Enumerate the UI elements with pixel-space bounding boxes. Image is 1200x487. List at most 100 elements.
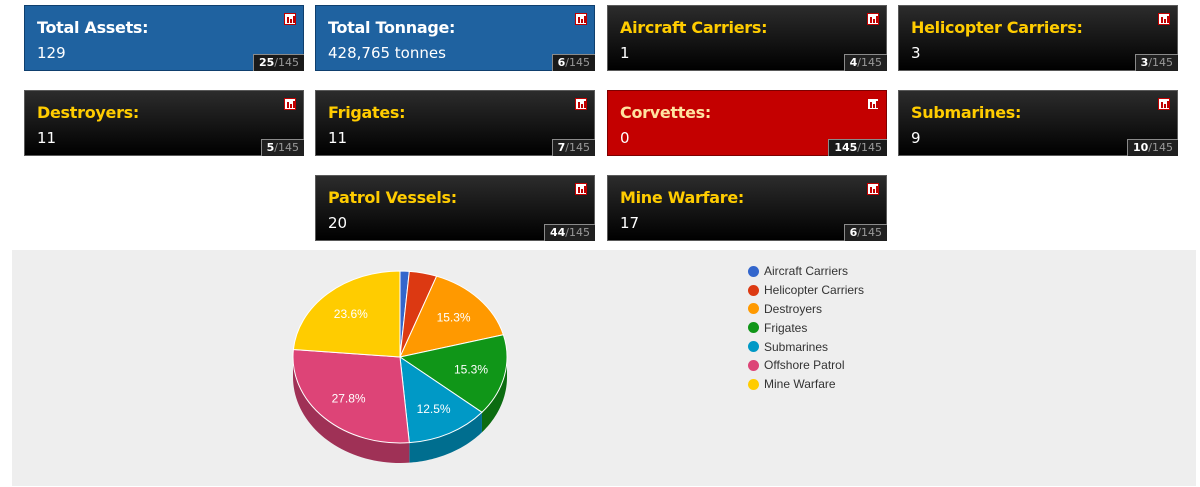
- legend-label: Offshore Patrol: [764, 358, 845, 373]
- stat-card-title: Destroyers:: [37, 103, 139, 122]
- rank-value: 44: [549, 226, 566, 239]
- stat-card-value: 9: [911, 129, 921, 147]
- pie-side-frigates: [481, 357, 507, 433]
- stat-card-title: Frigates:: [328, 103, 406, 122]
- rank-total: /145: [565, 226, 590, 239]
- stat-card-value: 17: [620, 214, 640, 232]
- legend-item-submarines[interactable]: Submarines: [748, 337, 864, 356]
- stat-card-submarines: Submarines: 9 10/145: [898, 90, 1178, 156]
- rank-total: /145: [857, 56, 882, 69]
- stat-card-destroyers: Destroyers: 11 5/145: [24, 90, 304, 156]
- stat-card-title: Aircraft Carriers:: [620, 18, 768, 37]
- stat-card-value: 0: [620, 129, 630, 147]
- stat-card-title: Total Assets:: [37, 18, 149, 37]
- stat-card-value: 428,765 tonnes: [328, 44, 446, 62]
- rank-total: /145: [1148, 141, 1173, 154]
- pie-data-label: 15.3%: [437, 311, 471, 325]
- pie-slice-offshore-patrol[interactable]: [292, 348, 410, 444]
- pie-side-offshore-patrol: [293, 357, 410, 463]
- bar-chart-icon[interactable]: [1158, 13, 1170, 25]
- stat-card-total-tonnage: Total Tonnage: 428,765 tonnes 6/145: [315, 5, 595, 71]
- pie-data-label: 15.3%: [454, 363, 488, 377]
- stat-card-value: 20: [328, 214, 348, 232]
- rank-badge: 145/145: [828, 139, 887, 156]
- stat-card-value: 11: [328, 129, 348, 147]
- stat-card-title: Helicopter Carriers:: [911, 18, 1083, 37]
- rank-value: 3: [1140, 56, 1149, 69]
- stat-card-corvettes: Corvettes: 0 145/145: [607, 90, 887, 156]
- rank-badge: 44/145: [543, 224, 595, 241]
- bar-chart-icon[interactable]: [575, 98, 587, 110]
- bar-chart-icon[interactable]: [867, 13, 879, 25]
- legend-label: Submarines: [764, 339, 829, 354]
- rank-value: 10: [1132, 141, 1149, 154]
- bar-chart-icon[interactable]: [284, 98, 296, 110]
- stat-card-mine-warfare: Mine Warfare: 17 6/145: [607, 175, 887, 241]
- legend-marker: [748, 341, 759, 353]
- rank-total: /145: [274, 141, 299, 154]
- rank-value: 25: [258, 56, 275, 69]
- rank-total: /145: [857, 141, 882, 154]
- rank-badge: 3/145: [1134, 54, 1178, 71]
- legend-marker: [748, 378, 759, 390]
- pie-data-label: 12.5%: [417, 402, 451, 416]
- legend-item-destroyers[interactable]: Destroyers: [748, 300, 864, 319]
- bar-chart-icon[interactable]: [284, 13, 296, 25]
- rank-value: 5: [266, 141, 275, 154]
- rank-badge: 25/145: [252, 54, 304, 71]
- legend-label: Aircraft Carriers: [764, 264, 849, 279]
- legend-label: Frigates: [764, 320, 808, 335]
- rank-total: /145: [1148, 56, 1173, 69]
- rank-total: /145: [857, 226, 882, 239]
- pie-side-submarines: [409, 412, 482, 463]
- rank-badge: 4/145: [843, 54, 887, 71]
- legend-item-mine-warfare[interactable]: Mine Warfare: [748, 375, 864, 394]
- rank-badge: 7/145: [551, 139, 595, 156]
- stat-card-title: Corvettes:: [620, 103, 711, 122]
- rank-badge: 10/145: [1126, 139, 1178, 156]
- legend-item-offshore-patrol[interactable]: Offshore Patrol: [748, 356, 864, 375]
- pie-data-label: 27.8%: [332, 391, 366, 405]
- rank-value: 145: [834, 141, 858, 154]
- legend-marker: [748, 359, 759, 371]
- rank-value: 6: [557, 56, 566, 69]
- pie-slice-frigates[interactable]: [398, 334, 508, 413]
- rank-value: 4: [849, 56, 858, 69]
- bar-chart-icon[interactable]: [867, 98, 879, 110]
- legend-label: Helicopter Carriers: [764, 283, 865, 298]
- stat-card-title: Total Tonnage:: [328, 18, 456, 37]
- stat-card-value: 11: [37, 129, 57, 147]
- stat-card-frigates: Frigates: 11 7/145: [315, 90, 595, 156]
- rank-value: 6: [849, 226, 858, 239]
- stat-card-helicopter-carriers: Helicopter Carriers: 3 3/145: [898, 5, 1178, 71]
- stat-card-title: Submarines:: [911, 103, 1022, 122]
- pie-slice-mine-warfare[interactable]: [292, 270, 401, 358]
- rank-total: /145: [565, 56, 590, 69]
- chart-panel: [12, 250, 1196, 486]
- bar-chart-icon[interactable]: [575, 13, 587, 25]
- stat-card-aircraft-carriers: Aircraft Carriers: 1 4/145: [607, 5, 887, 71]
- rank-total: /145: [565, 141, 590, 154]
- rank-badge: 6/145: [551, 54, 595, 71]
- bar-chart-icon[interactable]: [575, 183, 587, 195]
- legend-marker: [748, 303, 759, 315]
- legend-marker: [748, 322, 759, 334]
- legend-item-frigates[interactable]: Frigates: [748, 318, 864, 337]
- stat-card-total-assets: Total Assets: 129 25/145: [24, 5, 304, 71]
- rank-total: /145: [274, 56, 299, 69]
- legend-marker: [748, 284, 759, 296]
- legend-label: Destroyers: [764, 301, 823, 316]
- pie-data-label: 23.6%: [334, 307, 368, 321]
- chart-legend: Aircraft Carriers Helicopter Carriers Dest…: [748, 262, 864, 394]
- legend-marker: [748, 265, 759, 277]
- bar-chart-icon[interactable]: [1158, 98, 1170, 110]
- stat-card-value: 129: [37, 44, 66, 62]
- legend-item-helicopter-carriers[interactable]: Helicopter Carriers: [748, 281, 864, 300]
- pie-slice-destroyers[interactable]: [399, 275, 505, 358]
- legend-item-aircraft-carriers[interactable]: Aircraft Carriers: [748, 262, 864, 281]
- stat-card-title: Mine Warfare:: [620, 188, 744, 207]
- pie-slice-submarines[interactable]: [399, 355, 483, 444]
- bar-chart-icon[interactable]: [867, 183, 879, 195]
- stat-card-title: Patrol Vessels:: [328, 188, 457, 207]
